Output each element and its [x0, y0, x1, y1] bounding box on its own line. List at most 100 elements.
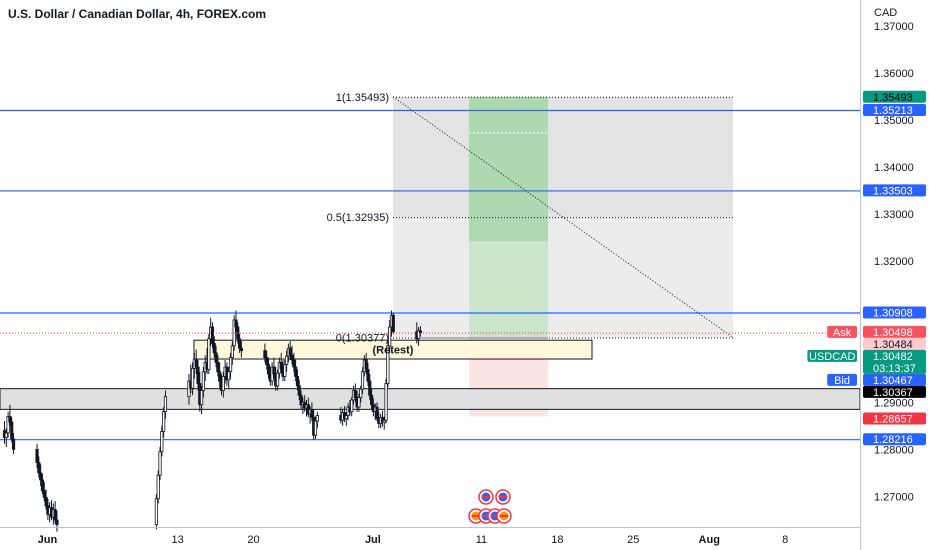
price-tag-value: 1.30908: [873, 308, 913, 320]
candle[interactable]: [162, 407, 166, 438]
price-tag[interactable]: 1.30367: [863, 385, 926, 399]
candle[interactable]: [263, 343, 267, 363]
candle[interactable]: [417, 327, 421, 346]
candle[interactable]: [10, 417, 14, 443]
candle[interactable]: [55, 510, 59, 532]
candle[interactable]: [265, 350, 269, 370]
candle[interactable]: [292, 352, 296, 372]
candle[interactable]: [156, 470, 160, 504]
time-tick-label: 25: [627, 534, 639, 546]
candle[interactable]: [37, 456, 41, 478]
candle[interactable]: [40, 473, 45, 495]
candle[interactable]: [391, 312, 395, 335]
candle[interactable]: [294, 359, 298, 382]
candle[interactable]: [154, 494, 158, 530]
price-tag[interactable]: 1.30484: [863, 337, 926, 351]
candle[interactable]: [4, 428, 8, 448]
candle[interactable]: [369, 388, 374, 410]
price-tag[interactable]: 1.35213: [863, 103, 926, 117]
candle[interactable]: [359, 385, 363, 403]
candle[interactable]: [368, 374, 372, 400]
economic-event-icon[interactable]: [495, 489, 511, 505]
price-tick-label: 1.33000: [874, 209, 914, 221]
candle-body-down: [294, 366, 298, 377]
candle[interactable]: [212, 336, 216, 358]
candle-body-down: [288, 347, 292, 356]
candle[interactable]: [310, 402, 314, 422]
candle[interactable]: [284, 350, 289, 372]
candle[interactable]: [380, 410, 385, 427]
candle[interactable]: [190, 362, 195, 396]
candle[interactable]: [382, 416, 386, 430]
candle[interactable]: [160, 425, 164, 457]
candle[interactable]: [364, 352, 368, 375]
support-zone[interactable]: [0, 388, 861, 410]
candle[interactable]: [44, 489, 48, 510]
candle[interactable]: [8, 404, 12, 426]
candle[interactable]: [384, 378, 388, 424]
candle[interactable]: [237, 334, 242, 353]
candle[interactable]: [11, 432, 16, 455]
candle[interactable]: [194, 349, 198, 375]
candle[interactable]: [221, 371, 225, 398]
candle[interactable]: [230, 341, 234, 365]
candle[interactable]: [388, 319, 392, 353]
candle[interactable]: [39, 464, 43, 487]
candle[interactable]: [210, 322, 215, 349]
economic-event-icon[interactable]: [478, 489, 494, 505]
price-tag[interactable]: 1.33503: [863, 184, 926, 197]
candle[interactable]: [279, 352, 283, 374]
candle[interactable]: [35, 443, 39, 469]
candle[interactable]: [2, 421, 7, 444]
price-tag[interactable]: 1.28657: [863, 412, 926, 425]
candle[interactable]: [313, 416, 318, 440]
candle[interactable]: [315, 411, 319, 429]
candle[interactable]: [53, 501, 57, 524]
candle[interactable]: [266, 357, 271, 379]
price-tag[interactable]: 1.30498 Ask: [827, 325, 926, 339]
candle-body-down: [366, 368, 370, 382]
candle[interactable]: [290, 345, 294, 365]
candle[interactable]: [218, 362, 222, 389]
candle[interactable]: [366, 362, 370, 386]
candle[interactable]: [228, 352, 233, 379]
candle[interactable]: [386, 341, 390, 388]
candle[interactable]: [201, 367, 206, 398]
candle[interactable]: [42, 482, 46, 502]
candle[interactable]: [353, 383, 357, 403]
price-tag[interactable]: 1.28216: [863, 433, 926, 446]
candle[interactable]: [234, 310, 238, 332]
candle[interactable]: [272, 357, 276, 379]
candle[interactable]: [158, 447, 162, 480]
candle[interactable]: [299, 390, 303, 410]
candle[interactable]: [297, 379, 301, 400]
candle[interactable]: [295, 369, 300, 391]
candle[interactable]: [275, 369, 280, 391]
candle[interactable]: [288, 341, 292, 360]
fib-trend-line[interactable]: [392, 96, 734, 338]
candle[interactable]: [350, 396, 354, 417]
candle[interactable]: [360, 367, 365, 394]
candle[interactable]: [227, 367, 231, 389]
price-tag[interactable]: 1.35493: [863, 90, 926, 104]
candle[interactable]: [163, 390, 168, 419]
candle[interactable]: [6, 411, 10, 438]
candle[interactable]: [196, 359, 200, 391]
candle[interactable]: [344, 411, 348, 426]
price-tag[interactable]: 1.30908: [863, 306, 926, 320]
candle[interactable]: [187, 374, 191, 405]
price-tag[interactable]: 1.30467 Bid: [827, 373, 926, 387]
price-tag-value: 1.30498: [873, 327, 913, 339]
candle[interactable]: [239, 341, 243, 358]
candle[interactable]: [207, 334, 211, 375]
economic-event-icon[interactable]: [496, 508, 512, 524]
candle[interactable]: [214, 345, 218, 368]
candle-body-down: [214, 352, 218, 363]
candle[interactable]: [200, 385, 204, 415]
candle[interactable]: [283, 359, 287, 382]
candle[interactable]: [375, 402, 379, 422]
candle[interactable]: [216, 355, 220, 377]
candle[interactable]: [357, 393, 361, 412]
